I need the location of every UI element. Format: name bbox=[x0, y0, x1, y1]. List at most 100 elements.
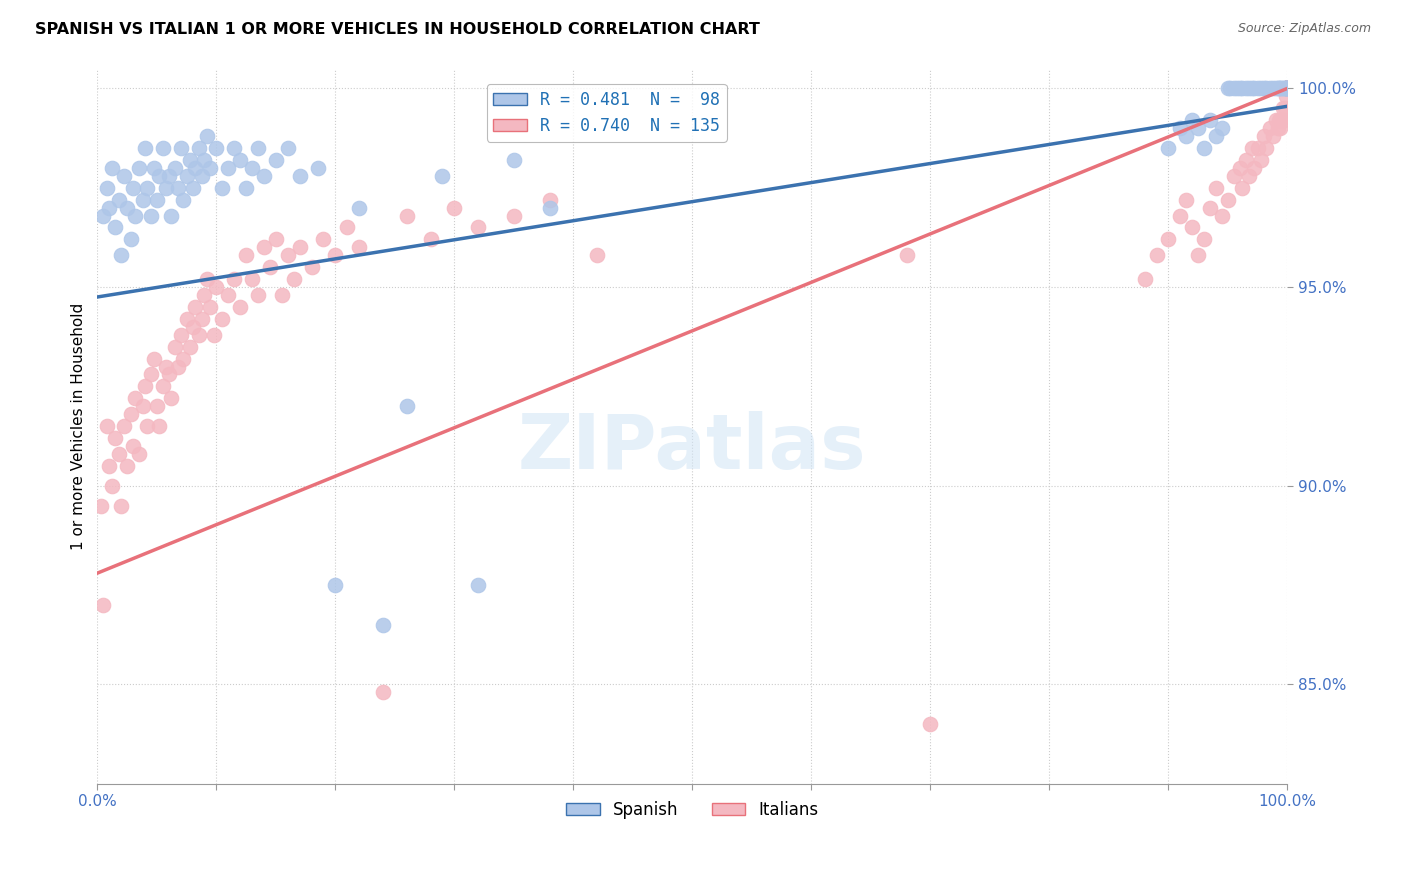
Point bbox=[112, 419, 135, 434]
Point bbox=[1216, 81, 1239, 95]
Point bbox=[107, 193, 129, 207]
Point bbox=[1277, 81, 1299, 95]
Point bbox=[1247, 141, 1270, 155]
Point bbox=[1277, 81, 1299, 95]
Point bbox=[1277, 81, 1299, 95]
Point bbox=[112, 169, 135, 183]
Point bbox=[1187, 248, 1209, 262]
Point bbox=[1275, 81, 1298, 95]
Point bbox=[1239, 81, 1261, 95]
Point bbox=[169, 141, 191, 155]
Point bbox=[152, 141, 174, 155]
Point bbox=[538, 193, 561, 207]
Point bbox=[96, 180, 118, 194]
Point bbox=[270, 288, 292, 302]
Point bbox=[202, 327, 225, 342]
Point bbox=[325, 248, 347, 262]
Point bbox=[1187, 121, 1209, 136]
Point bbox=[148, 419, 170, 434]
Point bbox=[107, 447, 129, 461]
Point bbox=[253, 169, 276, 183]
Point bbox=[538, 201, 561, 215]
Point bbox=[1277, 81, 1299, 95]
Point bbox=[229, 153, 252, 167]
Point bbox=[115, 201, 138, 215]
Point bbox=[1274, 101, 1296, 115]
Point bbox=[124, 392, 146, 406]
Point bbox=[1277, 81, 1299, 95]
Point bbox=[240, 161, 263, 175]
Point bbox=[235, 180, 257, 194]
Point bbox=[1277, 81, 1299, 95]
Point bbox=[91, 598, 114, 612]
Point bbox=[139, 368, 162, 382]
Point bbox=[1211, 209, 1233, 223]
Point bbox=[136, 419, 159, 434]
Point bbox=[502, 153, 524, 167]
Point bbox=[1181, 113, 1204, 128]
Point bbox=[1277, 81, 1299, 95]
Point bbox=[371, 617, 394, 632]
Point bbox=[395, 399, 418, 413]
Point bbox=[155, 180, 177, 194]
Point bbox=[1277, 81, 1299, 95]
Point bbox=[301, 260, 323, 275]
Point bbox=[1146, 248, 1168, 262]
Point bbox=[163, 340, 186, 354]
Point bbox=[277, 141, 299, 155]
Point bbox=[193, 288, 215, 302]
Legend: Spanish, Italians: Spanish, Italians bbox=[560, 794, 825, 825]
Point bbox=[181, 319, 204, 334]
Point bbox=[1223, 169, 1246, 183]
Point bbox=[91, 209, 114, 223]
Point bbox=[1223, 81, 1246, 95]
Point bbox=[1205, 129, 1227, 144]
Text: Source: ZipAtlas.com: Source: ZipAtlas.com bbox=[1237, 22, 1371, 36]
Point bbox=[264, 153, 287, 167]
Point bbox=[179, 340, 201, 354]
Point bbox=[176, 169, 198, 183]
Point bbox=[122, 180, 145, 194]
Point bbox=[1271, 81, 1294, 95]
Point bbox=[172, 193, 194, 207]
Point bbox=[1229, 161, 1251, 175]
Point bbox=[1239, 169, 1261, 183]
Point bbox=[336, 220, 359, 235]
Y-axis label: 1 or more Vehicles in Household: 1 or more Vehicles in Household bbox=[72, 302, 86, 549]
Point bbox=[1268, 81, 1291, 95]
Point bbox=[920, 717, 942, 731]
Point bbox=[155, 359, 177, 374]
Point bbox=[1250, 153, 1272, 167]
Point bbox=[283, 272, 305, 286]
Point bbox=[1277, 81, 1299, 95]
Point bbox=[1232, 81, 1254, 95]
Point bbox=[176, 311, 198, 326]
Point bbox=[195, 129, 218, 144]
Point bbox=[307, 161, 329, 175]
Point bbox=[1277, 81, 1299, 95]
Point bbox=[502, 209, 524, 223]
Point bbox=[1277, 81, 1299, 95]
Point bbox=[371, 685, 394, 699]
Point bbox=[100, 479, 122, 493]
Point bbox=[217, 288, 239, 302]
Point bbox=[1277, 81, 1299, 95]
Point bbox=[467, 220, 489, 235]
Point bbox=[1219, 81, 1241, 95]
Point bbox=[120, 407, 142, 421]
Point bbox=[1277, 81, 1299, 95]
Point bbox=[1277, 81, 1299, 95]
Point bbox=[1216, 193, 1239, 207]
Point bbox=[247, 141, 270, 155]
Point bbox=[152, 379, 174, 393]
Point bbox=[1157, 232, 1180, 246]
Point bbox=[217, 161, 239, 175]
Point bbox=[1157, 141, 1180, 155]
Point bbox=[347, 240, 370, 254]
Point bbox=[124, 209, 146, 223]
Point bbox=[1270, 113, 1292, 128]
Point bbox=[467, 578, 489, 592]
Point bbox=[1168, 121, 1191, 136]
Point bbox=[128, 447, 150, 461]
Point bbox=[1277, 81, 1299, 95]
